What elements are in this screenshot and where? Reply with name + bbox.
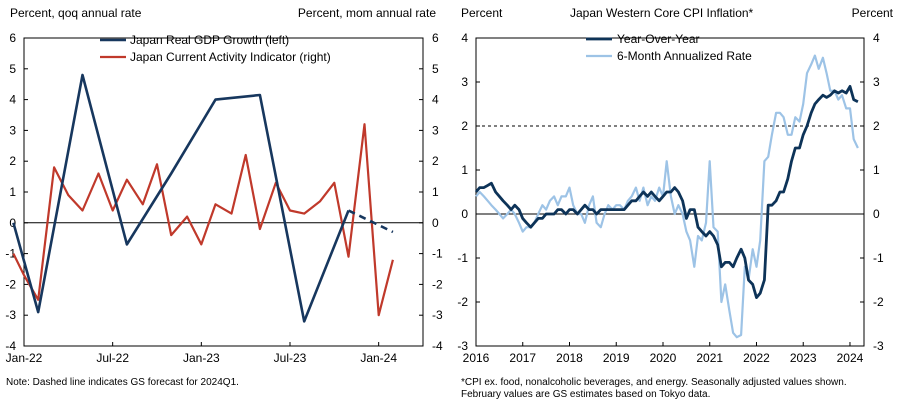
x-tick-label: 2021 (696, 351, 723, 365)
y-tick-label-left: 2 (9, 154, 16, 168)
left-ylabel-left: Percent, qoq annual rate (10, 6, 142, 20)
y-tick-label-right: 6 (432, 31, 439, 45)
right-chart: Percent Japan Western Core CPI Inflation… (457, 6, 893, 400)
y-tick-label-right: 4 (873, 31, 880, 45)
left-series-cai (12, 123, 394, 317)
right-title: Japan Western Core CPI Inflation* (570, 6, 754, 20)
y-tick-label-left: -4 (5, 339, 16, 353)
y-tick-label-left: 0 (461, 207, 468, 221)
y-tick-label-left: -2 (457, 295, 468, 309)
y-tick-label-left: 1 (9, 185, 16, 199)
y-tick-label-left: -3 (457, 339, 468, 353)
y-tick-label-right: -2 (432, 277, 443, 291)
right-note: *CPI ex. food, nonalcoholic beverages, a… (461, 377, 849, 400)
y-tick-label-left: 5 (9, 62, 16, 76)
left-chart: Percent, qoq annual rate Percent, mom an… (5, 6, 443, 388)
right-legend: Year-Over-Year 6-Month Annualized Rate (586, 32, 752, 63)
x-tick-label: 2018 (556, 351, 583, 365)
y-tick-label-right: 0 (432, 216, 439, 230)
left-legend: Japan Real GDP Growth (left) Japan Curre… (100, 33, 331, 64)
left-note: Note: Dashed line indicates GS forecast … (6, 377, 239, 388)
y-tick-label-left: 4 (9, 93, 16, 107)
y-tick-label-left: 3 (9, 123, 16, 137)
y-tick-label-left: -2 (5, 277, 16, 291)
y-tick-label-right: 3 (432, 123, 439, 137)
left-ylabel-right: Percent, mom annual rate (298, 6, 436, 20)
x-tick-label: Jul-23 (274, 351, 307, 365)
x-tick-label: Jan-23 (183, 351, 220, 365)
y-tick-label-left: 3 (461, 75, 468, 89)
y-tick-label-right: 0 (873, 207, 880, 221)
left-legend-gdp-label: Japan Real GDP Growth (left) (130, 33, 289, 47)
y-tick-label-right: 2 (873, 119, 880, 133)
left-legend-cai-label: Japan Current Activity Indicator (right) (130, 50, 331, 64)
y-tick-label-left: 4 (461, 31, 468, 45)
y-tick-label-left: 6 (9, 31, 16, 45)
right-legend-yoy-label: Year-Over-Year (617, 32, 700, 46)
y-tick-label-left: 0 (9, 216, 16, 230)
x-tick-label: 2016 (463, 351, 490, 365)
y-tick-label-right: -1 (873, 251, 884, 265)
right-ylabel-left: Percent (461, 6, 503, 20)
right-legend-6m-label: 6-Month Annualized Rate (617, 49, 752, 63)
right-ylabel-right: Percent (852, 6, 894, 20)
y-tick-label-right: -3 (432, 308, 443, 322)
y-tick-label-right: 2 (432, 154, 439, 168)
right-note-line-1: *CPI ex. food, nonalcoholic beverages, a… (461, 377, 847, 388)
y-tick-label-right: -1 (432, 247, 443, 261)
y-tick-label-right: -2 (873, 295, 884, 309)
left-series-gdp-forecast (347, 209, 394, 234)
x-tick-label: Jan-24 (360, 351, 397, 365)
y-tick-label-left: 1 (461, 163, 468, 177)
right-series-yoy (474, 85, 859, 299)
y-tick-label-left: -3 (5, 308, 16, 322)
x-tick-label: 2022 (743, 351, 770, 365)
y-tick-label-right: 1 (432, 185, 439, 199)
y-tick-label-right: -4 (432, 339, 443, 353)
x-tick-label: 2024 (837, 351, 864, 365)
right-note-line-2: February values are GS estimates based o… (461, 389, 710, 400)
y-tick-label-right: 3 (873, 75, 880, 89)
y-tick-label-right: 1 (873, 163, 880, 177)
left-series-gdp (12, 73, 350, 323)
y-tick-label-right: 4 (432, 93, 439, 107)
y-tick-label-left: -1 (457, 251, 468, 265)
x-tick-label: 2019 (603, 351, 630, 365)
x-tick-label: Jan-22 (6, 351, 43, 365)
x-tick-label: 2017 (509, 351, 536, 365)
y-tick-label-left: -1 (5, 247, 16, 261)
x-tick-label: 2023 (790, 351, 817, 365)
y-tick-label-right: 5 (432, 62, 439, 76)
y-tick-label-right: -3 (873, 339, 884, 353)
x-tick-label: Jul-22 (96, 351, 129, 365)
y-tick-label-left: 2 (461, 119, 468, 133)
right-series-6m-annualized (475, 54, 859, 339)
x-tick-label: 2020 (650, 351, 677, 365)
